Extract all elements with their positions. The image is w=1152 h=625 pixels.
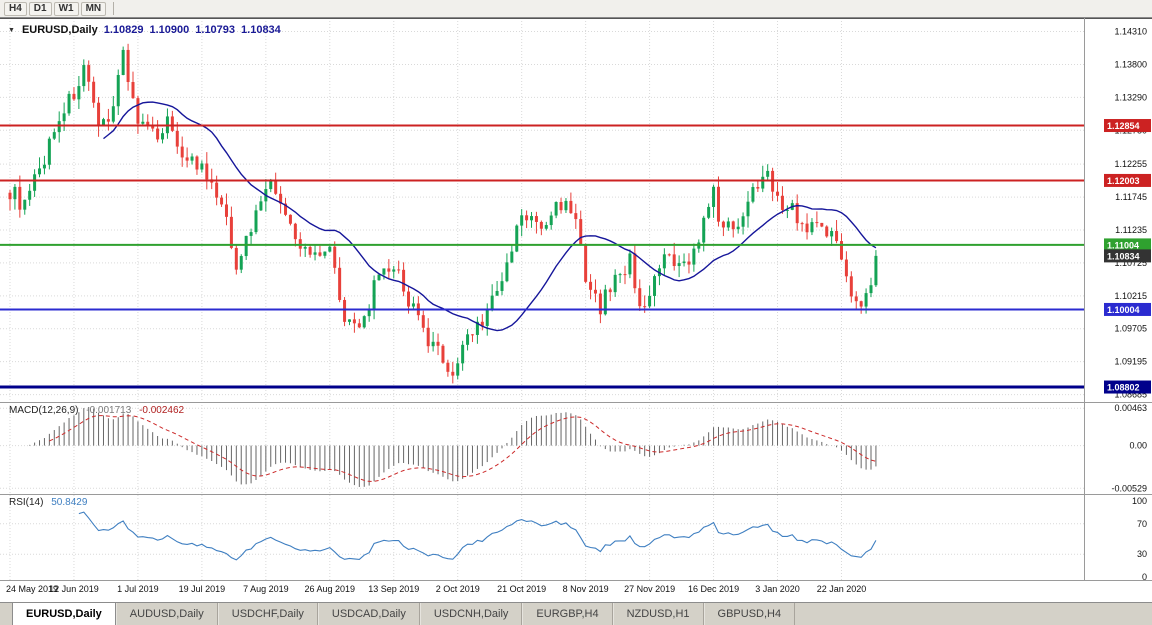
svg-text:24 May 2019: 24 May 2019	[6, 584, 58, 594]
timeframe-button-h4[interactable]: H4	[4, 1, 27, 16]
svg-text:21 Oct 2019: 21 Oct 2019	[497, 584, 546, 594]
svg-text:0: 0	[1142, 572, 1147, 582]
ohlc-high: 1.10900	[149, 24, 190, 36]
moving-average-line	[103, 101, 877, 332]
ohlc-close: 1.10834	[241, 24, 281, 36]
svg-text:1.10215: 1.10215	[1114, 291, 1147, 301]
svg-text:1.09705: 1.09705	[1114, 324, 1147, 334]
svg-text:22 Jan 2020: 22 Jan 2020	[817, 584, 867, 594]
axis-layer[interactable]: 1.143101.138001.132901.127801.122551.117…	[0, 18, 1152, 594]
svg-text:19 Jul 2019: 19 Jul 2019	[179, 584, 226, 594]
chart-tab-eurgbp[interactable]: EURGBP,H4	[522, 603, 613, 625]
macd-signal-value: -0.002462	[139, 405, 185, 416]
svg-text:1.14310: 1.14310	[1114, 27, 1147, 37]
svg-text:1 Jul 2019: 1 Jul 2019	[117, 584, 159, 594]
chart-tab-audusd[interactable]: AUDUSD,Daily	[115, 603, 218, 625]
chart-tabbar: EURUSD,Daily AUDUSD,Daily USDCHF,Daily USDC…	[0, 602, 1152, 625]
svg-text:1.13800: 1.13800	[1114, 59, 1147, 69]
horizontal-lines-layer[interactable]	[0, 124, 1084, 389]
svg-text:13 Sep 2019: 13 Sep 2019	[368, 584, 419, 594]
svg-text:1.12854: 1.12854	[1107, 121, 1140, 131]
chart-collapse-icon[interactable]: ▼	[8, 26, 15, 34]
svg-text:1.08802: 1.08802	[1107, 383, 1140, 393]
chart-tab-nzdusd[interactable]: NZDUSD,H1	[612, 603, 704, 625]
level-price-badge	[1104, 173, 1151, 187]
timeframe-button-mn[interactable]: MN	[80, 1, 107, 16]
ohlc-low: 1.10793	[195, 24, 236, 36]
level-price-badge	[1104, 380, 1151, 394]
rsi-indicator-label: RSI(14) 50.8429	[9, 497, 87, 508]
svg-text:0.00463: 0.00463	[1114, 403, 1147, 413]
svg-text:70: 70	[1137, 519, 1147, 529]
rsi-value: 50.8429	[51, 497, 88, 508]
chart-title: ▼ EURUSD,Daily 1.10829 1.10900 1.10793 1…	[8, 24, 281, 36]
svg-text:16 Dec 2019: 16 Dec 2019	[688, 584, 739, 594]
svg-text:1.10004: 1.10004	[1107, 305, 1140, 315]
level-price-badge	[1104, 302, 1151, 316]
chart-tab-usdchf[interactable]: USDCHF,Daily	[217, 603, 318, 625]
svg-text:12 Jun 2019: 12 Jun 2019	[49, 584, 99, 594]
svg-text:2 Oct 2019: 2 Oct 2019	[436, 584, 480, 594]
level-price-badge	[1104, 119, 1151, 133]
candles-layer	[8, 43, 878, 384]
svg-text:-0.00529: -0.00529	[1111, 483, 1147, 493]
chart-tab-gbpusd[interactable]: GBPUSD,H4	[703, 603, 796, 625]
svg-text:1.11235: 1.11235	[1115, 225, 1147, 235]
grid-layer	[0, 18, 1084, 580]
timeframe-button-d1[interactable]: D1	[28, 1, 52, 16]
svg-text:30: 30	[1137, 549, 1147, 559]
rsi-name: RSI(14)	[9, 497, 44, 508]
svg-text:1.10834: 1.10834	[1107, 251, 1140, 261]
price-chart[interactable]: 1.143101.138001.132901.127801.122551.117…	[0, 18, 1152, 602]
svg-text:8 Nov 2019: 8 Nov 2019	[563, 584, 609, 594]
svg-text:1.08685: 1.08685	[1114, 390, 1147, 400]
svg-text:1.13290: 1.13290	[1114, 92, 1147, 102]
rsi-pane	[78, 511, 877, 561]
svg-text:3 Jan 2020: 3 Jan 2020	[755, 584, 800, 594]
toolbar-separator	[113, 2, 115, 15]
macd-indicator-label: MACD(12,26,9) -0.001713 -0.002462	[9, 405, 184, 416]
chart-tab-usdcnh[interactable]: USDCNH,Daily	[419, 603, 523, 625]
svg-text:1.09195: 1.09195	[1114, 357, 1147, 367]
price-badges-layer: 1.12854 1.12003 1.11004 1.10004 1.08802 1.108…	[1104, 119, 1151, 394]
chart-area[interactable]: 1.143101.138001.132901.127801.122551.117…	[0, 18, 1152, 602]
timeframe-button-w1[interactable]: W1	[53, 1, 79, 16]
timeframe-toolbar: H4 D1 W1 MN	[0, 0, 1152, 18]
chart-tab-usdcad[interactable]: USDCAD,Daily	[317, 603, 420, 625]
svg-text:27 Nov 2019: 27 Nov 2019	[624, 584, 675, 594]
svg-text:100: 100	[1132, 496, 1147, 506]
level-price-badge	[1104, 238, 1151, 252]
svg-text:1.12003: 1.12003	[1107, 176, 1140, 186]
chart-symbol-label: EURUSD,Daily	[21, 24, 98, 36]
svg-text:1.10725: 1.10725	[1114, 258, 1147, 268]
chart-tab-eurusd[interactable]: EURUSD,Daily	[12, 603, 116, 625]
macd-pane	[29, 406, 877, 487]
svg-text:7 Aug 2019: 7 Aug 2019	[243, 584, 289, 594]
svg-text:1.11004: 1.11004	[1107, 240, 1139, 250]
current-price-badge	[1104, 249, 1151, 263]
macd-main-value: -0.001713	[86, 405, 132, 416]
macd-name: MACD(12,26,9)	[9, 405, 79, 416]
svg-text:26 Aug 2019: 26 Aug 2019	[305, 584, 356, 594]
svg-text:1.11745: 1.11745	[1115, 192, 1147, 202]
ohlc-open: 1.10829	[103, 24, 144, 36]
svg-text:1.12255: 1.12255	[1114, 159, 1147, 169]
svg-text:0.00: 0.00	[1129, 441, 1147, 451]
